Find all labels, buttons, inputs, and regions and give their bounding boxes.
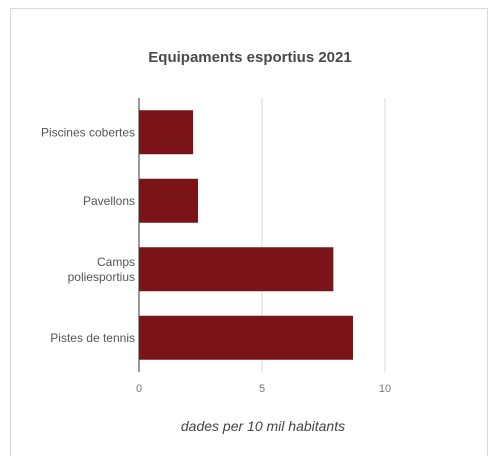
- x-tick-label: 10: [379, 383, 391, 395]
- chart-frame: [10, 8, 488, 456]
- category-label: Pavellons: [83, 194, 135, 208]
- bars: [139, 110, 354, 360]
- bar: [139, 247, 334, 292]
- category-label: Pistes de tennis: [50, 331, 135, 345]
- x-tick-label: 5: [259, 383, 265, 395]
- bar: [139, 110, 194, 155]
- x-axis-label: dades per 10 mil habitants: [180, 418, 346, 434]
- category-label: Camps poliesportius: [68, 255, 135, 284]
- category-label: Piscines cobertes: [41, 125, 135, 139]
- x-tick-label: 0: [136, 383, 142, 395]
- chart-title: Equipaments esportius 2021: [148, 49, 352, 66]
- bar: [139, 315, 354, 360]
- bar: [139, 178, 199, 223]
- category-labels: Piscines cobertes Pavellons Camps poliespor…: [41, 125, 135, 345]
- tick-labels: 0 5 10: [136, 383, 391, 395]
